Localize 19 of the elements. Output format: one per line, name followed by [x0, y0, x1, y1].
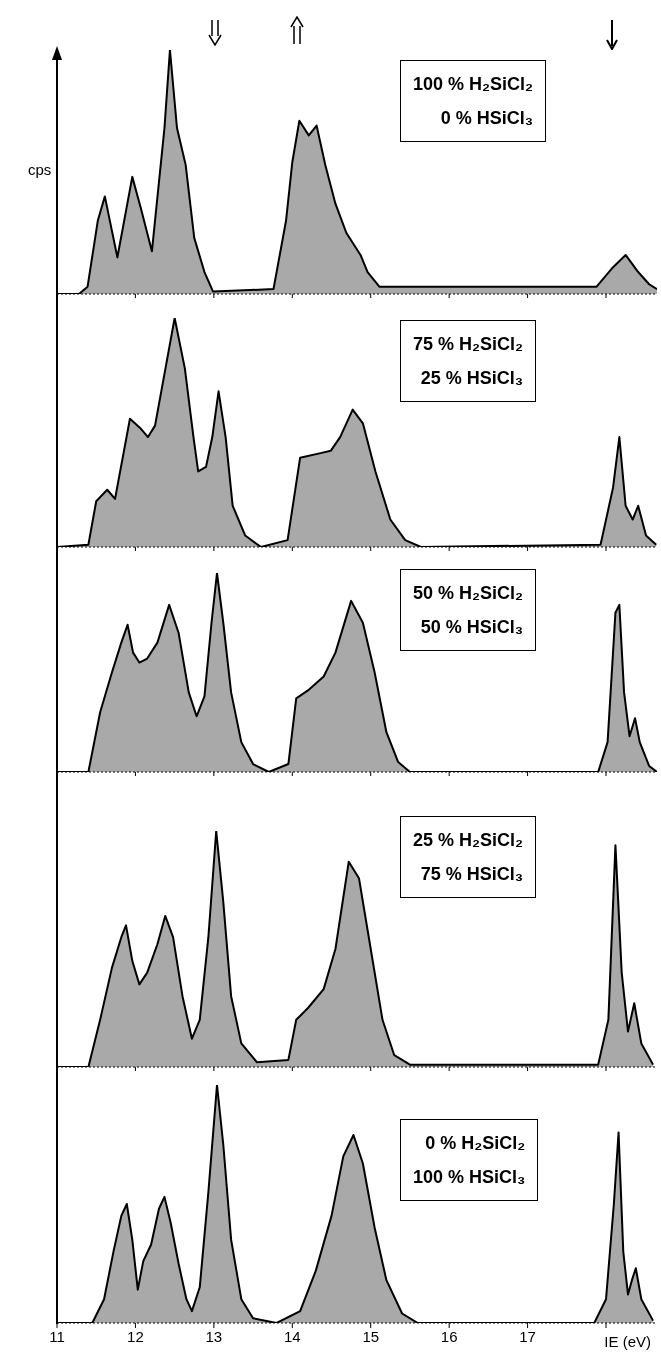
x-tick-label: 14 — [283, 1328, 301, 1345]
x-tick-label: 11 — [49, 1328, 65, 1345]
annotation: 75 % H₂SiCl₂ — [413, 333, 524, 356]
x-tick-label: 12 — [127, 1328, 144, 1345]
x-axis-title: IE (eV) — [604, 1333, 651, 1350]
y-axis-title: cps — [28, 161, 52, 178]
x-tick-label: 16 — [440, 1328, 458, 1345]
x-tick-label: 13 — [205, 1328, 223, 1345]
x-tick-label: 15 — [362, 1328, 380, 1345]
annotation: 75 % HSiCl₃ — [419, 863, 524, 886]
annotation: 25 % H₂SiCl₂ — [413, 829, 524, 852]
annotation: 0 % HSiCl₃ — [439, 107, 534, 130]
annotation: 100 % H₂SiCl₂ — [413, 73, 534, 96]
annotation: 100 % HSiCl₃ — [413, 1166, 526, 1189]
annotation: 0 % H₂SiCl₂ — [424, 1132, 526, 1155]
annotation: 25 % HSiCl₃ — [419, 367, 524, 390]
annotation: 50 % H₂SiCl₂ — [413, 582, 524, 605]
annotation: 50 % HSiCl₃ — [419, 616, 524, 639]
x-tick-label: 17 — [519, 1328, 536, 1345]
